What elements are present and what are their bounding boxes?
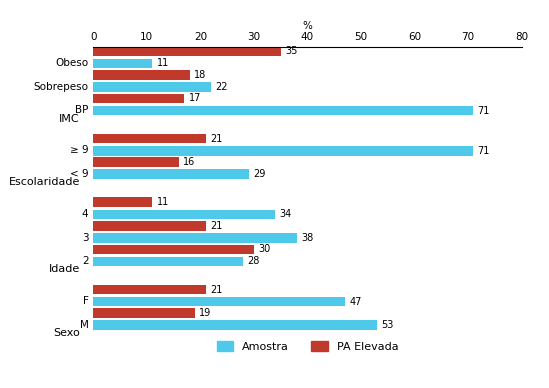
Text: 21: 21 — [210, 133, 222, 144]
Bar — [93, 256, 243, 266]
Text: Escolaridade: Escolaridade — [9, 177, 80, 187]
Bar — [93, 197, 152, 207]
Text: 28: 28 — [248, 256, 260, 267]
Bar — [93, 106, 473, 115]
Bar — [93, 170, 249, 179]
Text: 18: 18 — [194, 70, 206, 80]
Text: 21: 21 — [210, 221, 222, 231]
Text: 34: 34 — [279, 210, 292, 219]
Text: 30: 30 — [258, 244, 271, 255]
Bar — [93, 70, 190, 80]
Text: 71: 71 — [478, 146, 490, 156]
Text: Idade: Idade — [49, 265, 80, 274]
Bar — [93, 233, 297, 243]
Bar — [93, 157, 179, 167]
Bar — [93, 134, 206, 144]
Text: 11: 11 — [156, 197, 169, 207]
Text: 47: 47 — [349, 296, 362, 307]
Bar — [93, 297, 345, 307]
Text: 29: 29 — [253, 169, 265, 179]
Bar — [93, 210, 275, 219]
Text: IMC: IMC — [59, 114, 80, 123]
Bar — [93, 82, 211, 92]
Bar — [93, 285, 206, 294]
Bar — [93, 94, 184, 103]
Text: 19: 19 — [199, 308, 211, 318]
Text: 21: 21 — [210, 284, 222, 294]
Bar — [93, 244, 254, 254]
Text: Sexo: Sexo — [53, 328, 80, 338]
Bar — [93, 320, 377, 330]
Text: 16: 16 — [183, 157, 195, 167]
Text: 17: 17 — [189, 94, 201, 104]
Bar — [93, 221, 206, 231]
Legend: Amostra, PA Elevada: Amostra, PA Elevada — [212, 337, 403, 357]
Text: 71: 71 — [478, 106, 490, 116]
Bar — [93, 59, 152, 68]
Bar — [93, 47, 281, 56]
Text: 35: 35 — [285, 47, 298, 56]
Text: 53: 53 — [382, 320, 394, 330]
Text: 22: 22 — [215, 82, 228, 92]
Text: 11: 11 — [156, 59, 169, 68]
X-axis label: %: % — [302, 21, 312, 31]
Bar — [93, 146, 473, 156]
Bar — [93, 308, 195, 318]
Text: 38: 38 — [301, 233, 313, 243]
